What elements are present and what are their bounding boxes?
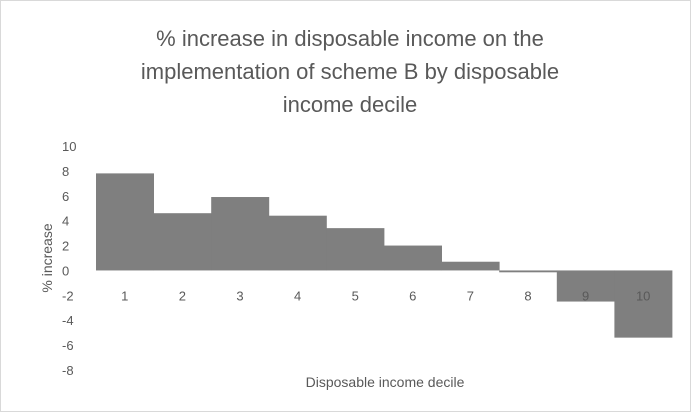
bar-decile-1 <box>96 173 154 271</box>
x-tick-label: 10 <box>636 288 650 303</box>
x-tick-label: 6 <box>409 288 416 303</box>
x-tick-label: 9 <box>582 288 589 303</box>
x-tick-label: 7 <box>467 288 474 303</box>
x-axis-label: Disposable income decile <box>305 374 465 390</box>
chart-title-line-3: income decile <box>282 92 418 117</box>
y-tick-label: 4 <box>62 214 69 229</box>
bar-decile-10 <box>614 270 673 338</box>
x-ticks-group: 1 2 3 4 5 6 7 8 9 10 <box>121 288 650 303</box>
x-tick-label: 8 <box>524 288 531 303</box>
y-tick-label: 8 <box>62 164 69 179</box>
y-ticks-group: 10 8 6 4 2 0 -2 -4 -6 -8 <box>62 139 76 378</box>
x-tick-label: 3 <box>236 288 243 303</box>
bar-decile-4 <box>268 215 327 271</box>
bar-decile-5 <box>326 228 385 271</box>
chart-title-line-2: implementation of scheme B by disposable <box>140 59 560 84</box>
y-tick-label: -2 <box>62 288 74 303</box>
bar-decile-3 <box>211 197 270 271</box>
y-tick-label: 6 <box>62 189 69 204</box>
bar-decile-2 <box>153 213 212 271</box>
y-tick-label: -6 <box>62 338 74 353</box>
x-tick-label: 5 <box>352 288 359 303</box>
bar-decile-6 <box>384 245 442 271</box>
chart-title: % increase in disposable income on the i… <box>80 22 620 121</box>
bar-decile-8 <box>499 270 558 273</box>
y-tick-label: 0 <box>62 263 69 278</box>
x-tick-label: 4 <box>294 288 301 303</box>
y-tick-label: 2 <box>62 239 69 254</box>
bar-decile-9 <box>556 270 615 302</box>
bars-group <box>96 173 673 338</box>
y-tick-label: -8 <box>62 363 74 378</box>
x-tick-label: 1 <box>121 288 128 303</box>
bar-decile-7 <box>441 261 500 271</box>
y-tick-label: 10 <box>62 139 76 154</box>
chart-title-line-1: % increase in disposable income on the <box>156 26 544 51</box>
y-tick-label: -4 <box>62 313 74 328</box>
x-tick-label: 2 <box>179 288 186 303</box>
